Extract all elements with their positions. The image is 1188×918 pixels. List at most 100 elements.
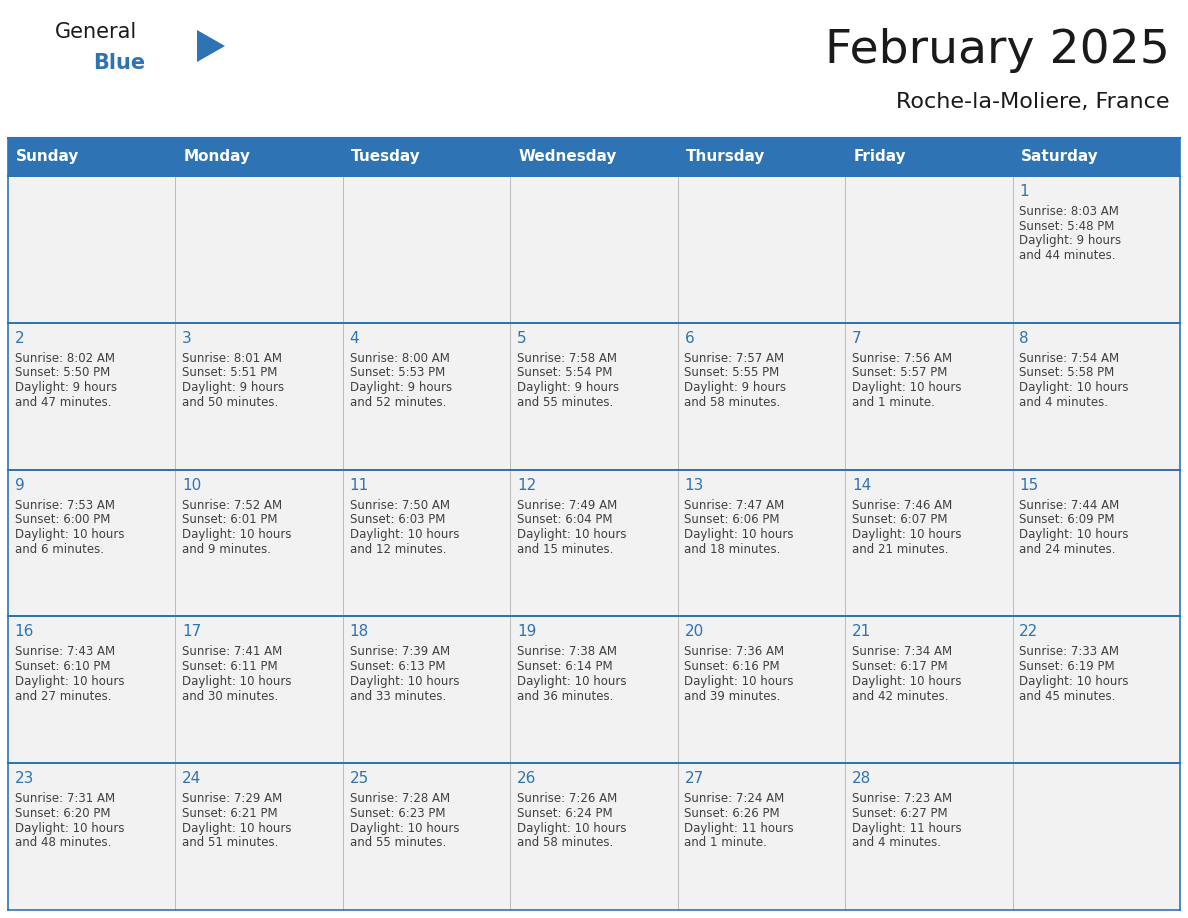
Text: and 4 minutes.: and 4 minutes. (1019, 396, 1108, 409)
Text: 14: 14 (852, 477, 871, 493)
Text: Sunset: 6:14 PM: Sunset: 6:14 PM (517, 660, 613, 673)
Text: and 27 minutes.: and 27 minutes. (14, 689, 112, 702)
Text: Sunrise: 7:29 AM: Sunrise: 7:29 AM (182, 792, 283, 805)
Text: Sunset: 6:01 PM: Sunset: 6:01 PM (182, 513, 278, 526)
Text: and 42 minutes.: and 42 minutes. (852, 689, 948, 702)
Text: and 52 minutes.: and 52 minutes. (349, 396, 446, 409)
Text: and 36 minutes.: and 36 minutes. (517, 689, 613, 702)
Text: and 48 minutes.: and 48 minutes. (14, 836, 110, 849)
Text: 12: 12 (517, 477, 536, 493)
Text: Sunrise: 7:49 AM: Sunrise: 7:49 AM (517, 498, 618, 511)
Text: Sunrise: 7:31 AM: Sunrise: 7:31 AM (14, 792, 115, 805)
Bar (511, 138, 677, 176)
Text: Sunrise: 8:02 AM: Sunrise: 8:02 AM (14, 352, 115, 364)
Text: 11: 11 (349, 477, 368, 493)
Text: Thursday: Thursday (687, 150, 765, 164)
Bar (677, 176, 845, 323)
Bar (176, 616, 343, 763)
Text: Wednesday: Wednesday (519, 150, 617, 164)
Bar (343, 323, 511, 470)
Text: and 55 minutes.: and 55 minutes. (349, 836, 446, 849)
Text: 4: 4 (349, 330, 359, 346)
Text: Sunset: 5:51 PM: Sunset: 5:51 PM (182, 366, 278, 379)
Text: Sunset: 6:10 PM: Sunset: 6:10 PM (14, 660, 110, 673)
Text: 15: 15 (1019, 477, 1038, 493)
Text: and 9 minutes.: and 9 minutes. (182, 543, 271, 555)
Text: Daylight: 10 hours: Daylight: 10 hours (852, 381, 961, 394)
Text: February 2025: February 2025 (826, 28, 1170, 73)
Text: 13: 13 (684, 477, 703, 493)
Text: Daylight: 10 hours: Daylight: 10 hours (14, 675, 125, 688)
Bar (8, 470, 176, 616)
Bar (8, 176, 176, 323)
Text: Sunset: 5:54 PM: Sunset: 5:54 PM (517, 366, 612, 379)
Bar (677, 138, 845, 176)
Text: Monday: Monday (184, 150, 251, 164)
Text: and 47 minutes.: and 47 minutes. (14, 396, 112, 409)
Text: Daylight: 9 hours: Daylight: 9 hours (182, 381, 284, 394)
Text: Daylight: 9 hours: Daylight: 9 hours (14, 381, 116, 394)
Bar (343, 763, 511, 910)
Text: 18: 18 (349, 624, 368, 640)
Text: and 58 minutes.: and 58 minutes. (684, 396, 781, 409)
Text: Sunrise: 7:26 AM: Sunrise: 7:26 AM (517, 792, 618, 805)
Text: Daylight: 10 hours: Daylight: 10 hours (1019, 381, 1129, 394)
Text: Daylight: 10 hours: Daylight: 10 hours (349, 528, 459, 541)
Text: and 33 minutes.: and 33 minutes. (349, 689, 446, 702)
Bar (176, 138, 343, 176)
Bar (845, 763, 1012, 910)
Text: 22: 22 (1019, 624, 1038, 640)
Bar (845, 616, 1012, 763)
Text: Sunrise: 7:36 AM: Sunrise: 7:36 AM (684, 645, 784, 658)
Text: and 55 minutes.: and 55 minutes. (517, 396, 613, 409)
Text: Daylight: 10 hours: Daylight: 10 hours (517, 675, 626, 688)
Text: 7: 7 (852, 330, 861, 346)
Text: Sunrise: 7:39 AM: Sunrise: 7:39 AM (349, 645, 450, 658)
Text: 6: 6 (684, 330, 694, 346)
Text: and 18 minutes.: and 18 minutes. (684, 543, 781, 555)
Bar (677, 323, 845, 470)
Text: Sunset: 5:53 PM: Sunset: 5:53 PM (349, 366, 444, 379)
Bar (845, 470, 1012, 616)
Text: Sunrise: 7:46 AM: Sunrise: 7:46 AM (852, 498, 952, 511)
Text: and 4 minutes.: and 4 minutes. (852, 836, 941, 849)
Text: Daylight: 10 hours: Daylight: 10 hours (684, 675, 794, 688)
Text: Sunrise: 7:24 AM: Sunrise: 7:24 AM (684, 792, 784, 805)
Text: Daylight: 10 hours: Daylight: 10 hours (182, 822, 291, 834)
Bar (176, 176, 343, 323)
Bar (677, 470, 845, 616)
Text: 27: 27 (684, 771, 703, 787)
Text: Sunset: 6:19 PM: Sunset: 6:19 PM (1019, 660, 1114, 673)
Text: Daylight: 11 hours: Daylight: 11 hours (684, 822, 794, 834)
Bar (845, 138, 1012, 176)
Text: 1: 1 (1019, 185, 1029, 199)
Text: Sunrise: 7:47 AM: Sunrise: 7:47 AM (684, 498, 784, 511)
Text: 3: 3 (182, 330, 192, 346)
Text: Daylight: 10 hours: Daylight: 10 hours (349, 822, 459, 834)
Text: Daylight: 10 hours: Daylight: 10 hours (182, 675, 291, 688)
Text: 24: 24 (182, 771, 202, 787)
Text: Sunrise: 8:03 AM: Sunrise: 8:03 AM (1019, 205, 1119, 218)
Text: Sunrise: 7:50 AM: Sunrise: 7:50 AM (349, 498, 449, 511)
Bar (1012, 138, 1180, 176)
Bar (8, 763, 176, 910)
Text: Sunrise: 7:56 AM: Sunrise: 7:56 AM (852, 352, 952, 364)
Text: 28: 28 (852, 771, 871, 787)
Text: 21: 21 (852, 624, 871, 640)
Text: Sunset: 5:55 PM: Sunset: 5:55 PM (684, 366, 779, 379)
Bar (1012, 470, 1180, 616)
Text: Sunset: 6:17 PM: Sunset: 6:17 PM (852, 660, 948, 673)
Text: and 6 minutes.: and 6 minutes. (14, 543, 103, 555)
Text: 9: 9 (14, 477, 25, 493)
Text: 17: 17 (182, 624, 202, 640)
Text: and 12 minutes.: and 12 minutes. (349, 543, 446, 555)
Text: Daylight: 9 hours: Daylight: 9 hours (349, 381, 451, 394)
Bar (343, 138, 511, 176)
Text: and 51 minutes.: and 51 minutes. (182, 836, 278, 849)
Text: Sunrise: 7:23 AM: Sunrise: 7:23 AM (852, 792, 952, 805)
Bar (343, 176, 511, 323)
Bar (677, 763, 845, 910)
Text: Sunset: 6:21 PM: Sunset: 6:21 PM (182, 807, 278, 820)
Text: Sunset: 6:11 PM: Sunset: 6:11 PM (182, 660, 278, 673)
Text: Sunset: 5:58 PM: Sunset: 5:58 PM (1019, 366, 1114, 379)
